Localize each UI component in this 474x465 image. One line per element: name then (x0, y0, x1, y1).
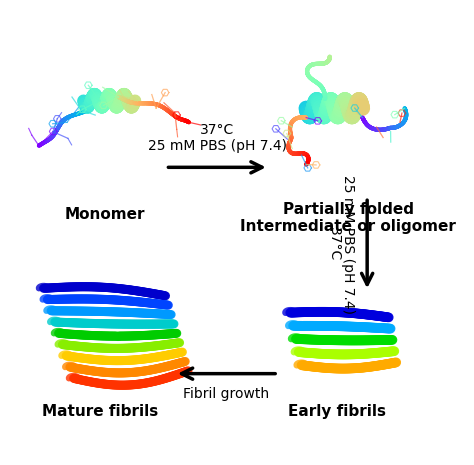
Text: 25 mM PBS (pH 7.4): 25 mM PBS (pH 7.4) (341, 175, 356, 314)
Text: Mature fibrils: Mature fibrils (42, 404, 158, 418)
Text: Fibril growth: Fibril growth (183, 387, 270, 401)
Text: Partially folded
Intermediate or oligomer: Partially folded Intermediate or oligome… (240, 202, 456, 234)
Text: Early fibrils: Early fibrils (288, 404, 386, 418)
Text: 37°C: 37°C (328, 227, 341, 261)
Text: 37°C
25 mM PBS (pH 7.4): 37°C 25 mM PBS (pH 7.4) (147, 123, 287, 153)
Text: Monomer: Monomer (64, 207, 145, 222)
